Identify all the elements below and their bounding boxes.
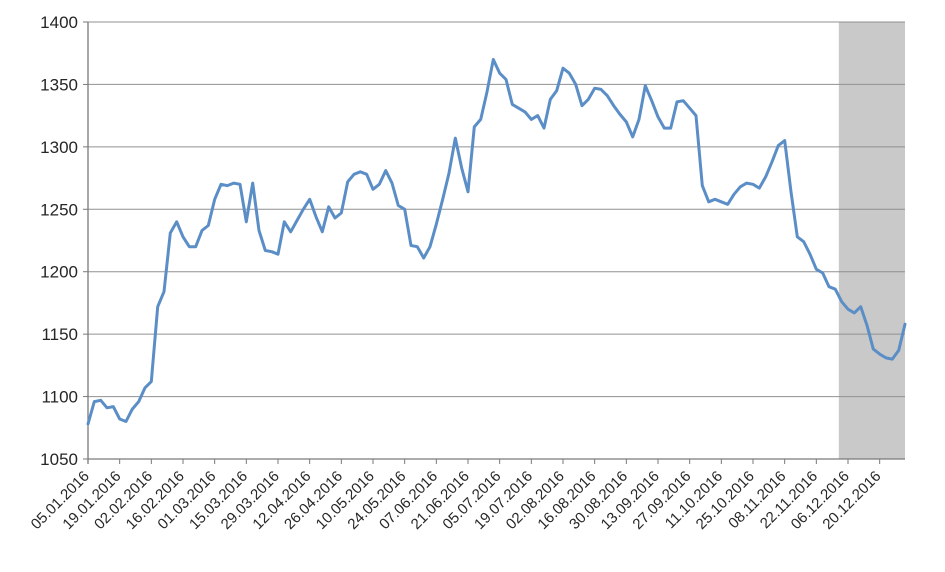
y-axis-tick-label: 1050 <box>40 450 78 469</box>
y-axis-tick-label: 1250 <box>40 200 78 219</box>
y-axis-tick-label: 1400 <box>40 13 78 32</box>
y-axis-tick-label: 1100 <box>41 388 78 407</box>
shaded-december-band <box>838 22 905 459</box>
y-axis-tick-label: 1150 <box>41 325 78 344</box>
y-axis-tick-label: 1200 <box>40 263 78 282</box>
y-axis-tick-label: 1300 <box>40 138 78 157</box>
price-series-line <box>86 58 907 426</box>
y-axis-tick-label: 1350 <box>40 75 78 94</box>
